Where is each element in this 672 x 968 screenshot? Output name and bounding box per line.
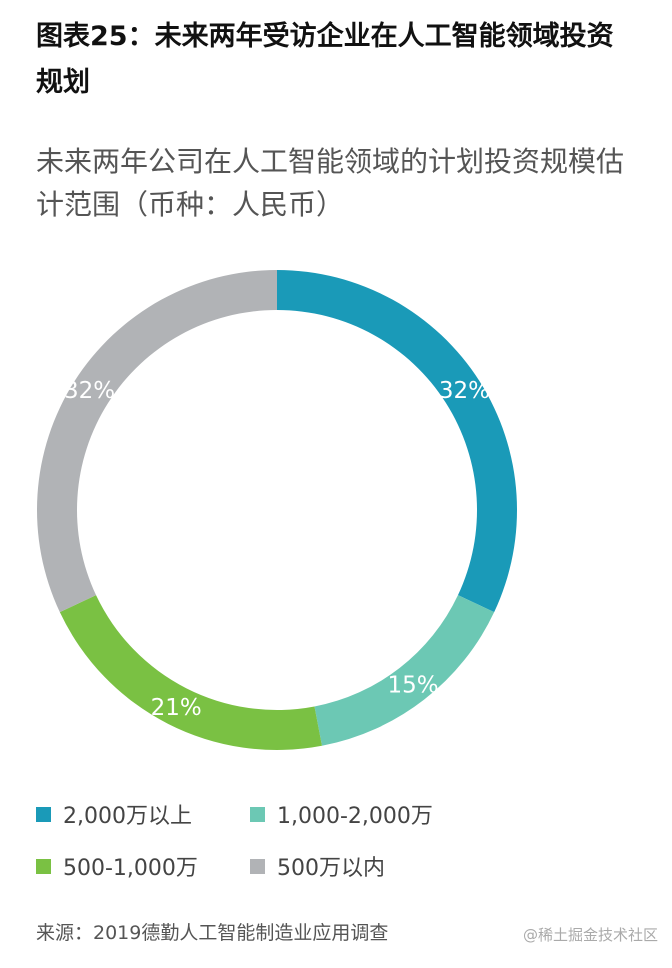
legend-item-5m-10m: 500-1,000万 (36, 850, 198, 882)
legend-swatch (250, 806, 265, 822)
slice-label: 21% (151, 695, 202, 721)
legend-label: 500-1,000万 (63, 856, 198, 881)
donut-slice (314, 595, 495, 746)
legend-swatch (36, 858, 51, 874)
source-note: 来源：2019德勤人工智能制造业应用调查 (36, 922, 389, 944)
legend-swatch (250, 858, 265, 874)
legend-item-10m-20m: 1,000-2,000万 (250, 798, 433, 830)
donut-slice (59, 595, 322, 750)
donut-slice (277, 270, 517, 613)
slice-label: 32% (64, 378, 115, 404)
legend-label: 500万以内 (277, 856, 385, 881)
donut-chart: 32% 15% 21% 32% (36, 270, 517, 750)
legend-item-under-5m: 500万以内 (250, 850, 385, 882)
donut-slice (36, 270, 277, 613)
chart-title: 未来两年公司在人工智能领域的计划投资规模估计范围（币种：人民币） (36, 145, 625, 221)
legend-label: 1,000-2,000万 (277, 804, 433, 829)
slice-label: 32% (439, 378, 490, 404)
page-title: 图表25：未来两年受访企业在人工智能领域投资规划 (36, 21, 614, 98)
watermark: @稀土掘金技术社区 (522, 926, 658, 944)
legend-item-over-20m: 2,000万以上 (36, 798, 192, 830)
legend-label: 2,000万以上 (63, 804, 192, 829)
legend-swatch (36, 806, 51, 822)
slice-label: 15% (388, 672, 439, 698)
